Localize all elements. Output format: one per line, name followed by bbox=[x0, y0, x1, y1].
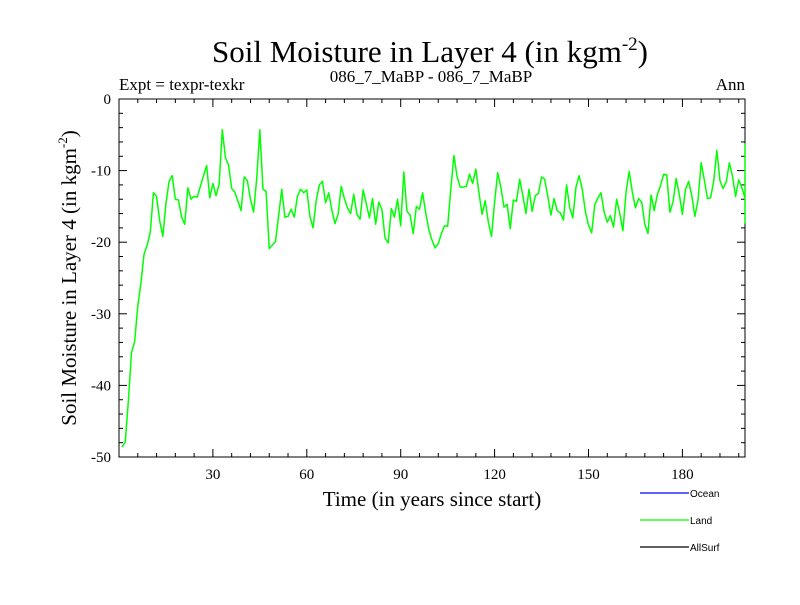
x-axis: 30 60 90 120 150 180 bbox=[137, 99, 740, 483]
y-axis-label-close: ) bbox=[57, 130, 81, 137]
x-tick-label: 150 bbox=[577, 467, 600, 483]
x-axis-label: Time (in years since start) bbox=[323, 487, 542, 511]
y-tick-label: -30 bbox=[91, 307, 111, 323]
subtitle-right: Ann bbox=[716, 75, 746, 94]
y-axis-label: Soil Moisture in Layer 4 (in kgm-2) bbox=[55, 130, 81, 425]
x-tick-label: 120 bbox=[483, 467, 506, 483]
legend-label-allsurf: AllSurf bbox=[690, 543, 720, 554]
chart-title-close: ) bbox=[638, 34, 648, 69]
plot-frame bbox=[118, 98, 746, 458]
subtitle-center: 086_7_MaBP - 086_7_MaBP bbox=[330, 67, 532, 86]
y-tick-label: 0 bbox=[104, 92, 112, 108]
x-tick-label: 90 bbox=[393, 467, 408, 483]
chart-title-superscript: -2 bbox=[622, 34, 638, 55]
series-layer bbox=[121, 129, 746, 448]
y-tick-label: -40 bbox=[91, 378, 111, 394]
y-tick-label: -20 bbox=[91, 235, 111, 251]
y-axis: 0 -10 -20 -30 -40 -50 bbox=[91, 92, 745, 466]
y-tick-label: -10 bbox=[91, 164, 111, 180]
x-tick-label: 60 bbox=[299, 467, 314, 483]
legend-label-land: Land bbox=[690, 516, 712, 527]
legend: Ocean Land AllSurf bbox=[640, 489, 720, 554]
x-tick-label: 180 bbox=[671, 467, 694, 483]
y-axis-label-superscript: -2 bbox=[55, 137, 70, 148]
x-tick-label: 30 bbox=[205, 467, 220, 483]
chart-title: Soil Moisture in Layer 4 (in kgm-2) bbox=[212, 34, 648, 69]
series-line-land bbox=[121, 129, 746, 448]
y-tick-label: -50 bbox=[91, 450, 111, 466]
subtitle-left: Expt = texpr-texkr bbox=[119, 75, 245, 94]
legend-label-ocean: Ocean bbox=[690, 489, 719, 500]
plot-area: 0 -10 -20 -30 -40 -50 30 60 90 120 150 180 bbox=[91, 92, 746, 483]
